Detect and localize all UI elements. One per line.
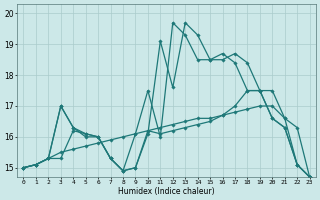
X-axis label: Humidex (Indice chaleur): Humidex (Indice chaleur) (118, 187, 215, 196)
